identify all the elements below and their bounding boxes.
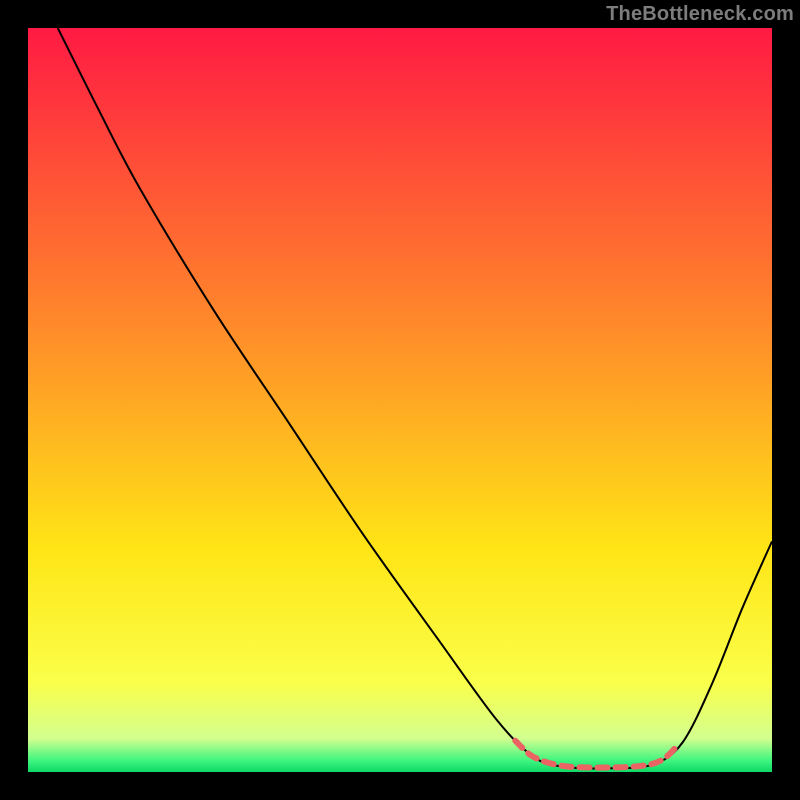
chart-background — [28, 28, 772, 772]
chart-plot-area — [28, 28, 772, 772]
watermark-text: TheBottleneck.com — [606, 3, 794, 26]
chart-svg — [28, 28, 772, 772]
